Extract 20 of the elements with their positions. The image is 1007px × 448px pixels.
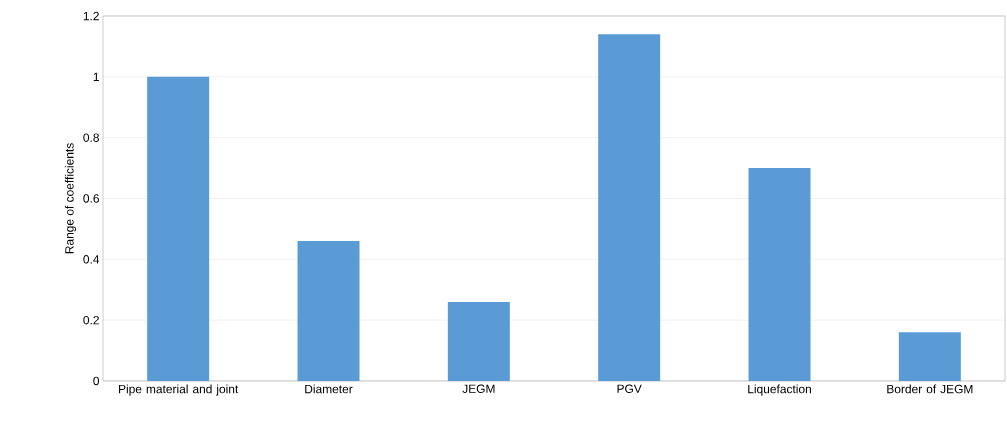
x-tick-label: PGV [617, 384, 642, 393]
y-axis-title: Range of coefficients [64, 143, 77, 254]
y-tick-label: 0.8 [83, 133, 99, 142]
bar [147, 76, 210, 381]
y-tick-label: 0 [93, 376, 100, 386]
bar [297, 241, 360, 381]
y-tick-label: 0.2 [83, 315, 99, 325]
bar [898, 332, 961, 381]
y-tick-label: 1 [93, 72, 99, 81]
x-tick-label: Border of JEGM [887, 384, 973, 394]
y-tick-label: 1.2 [83, 11, 99, 21]
x-tick-label: Liquefaction [748, 384, 811, 396]
x-tick-label: JEGM [462, 384, 495, 393]
bar [447, 301, 510, 381]
x-tick-label: Pipe material and joint [119, 384, 239, 396]
y-tick-label: 0.6 [83, 194, 99, 203]
bar [598, 34, 661, 381]
bar [748, 168, 811, 381]
x-tick-label: Diameter [305, 384, 353, 394]
y-tick-label: 0.4 [83, 255, 100, 264]
